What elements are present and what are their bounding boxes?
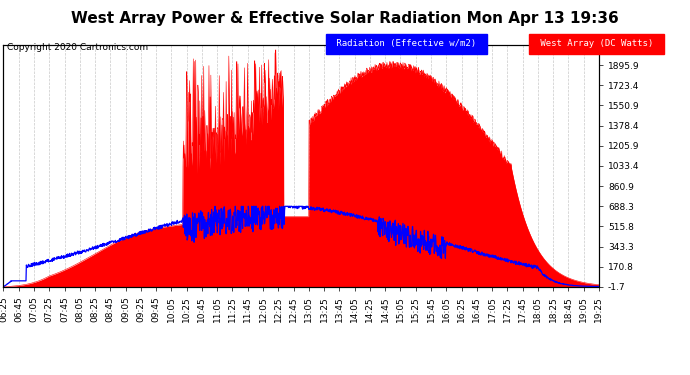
Text: West Array (DC Watts): West Array (DC Watts)	[535, 39, 658, 48]
Text: West Array Power & Effective Solar Radiation Mon Apr 13 19:36: West Array Power & Effective Solar Radia…	[71, 11, 619, 26]
Text: Radiation (Effective w/m2): Radiation (Effective w/m2)	[331, 39, 482, 48]
Text: Copyright 2020 Cartronics.com: Copyright 2020 Cartronics.com	[7, 43, 148, 52]
